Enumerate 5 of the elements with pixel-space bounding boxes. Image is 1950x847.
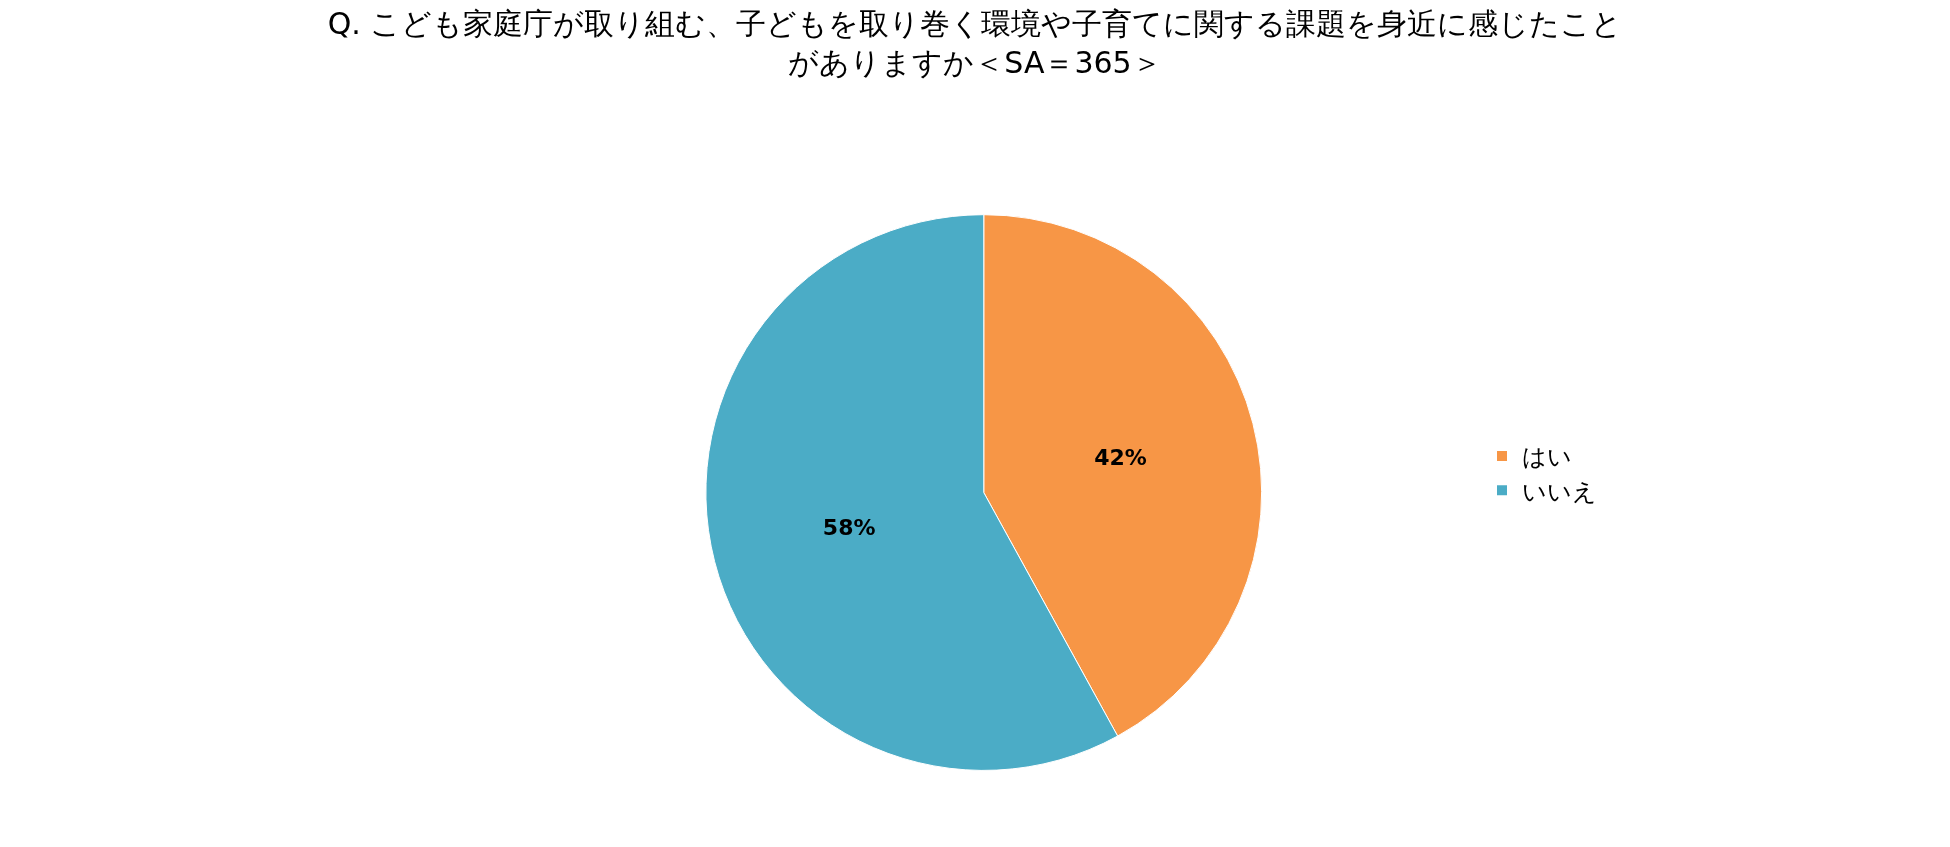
data-label: 58% — [822, 514, 876, 540]
legend-label: いいえ — [1522, 477, 1597, 506]
chart-title: Q. こども家庭庁が取り組む、子どもを取り巻く環境や子育てに関する課題を身近に感じたことがありますか＜SA＝365＞ — [327, 5, 1623, 80]
data-label: 42% — [1094, 444, 1147, 470]
legend-label: はい — [1522, 443, 1572, 472]
